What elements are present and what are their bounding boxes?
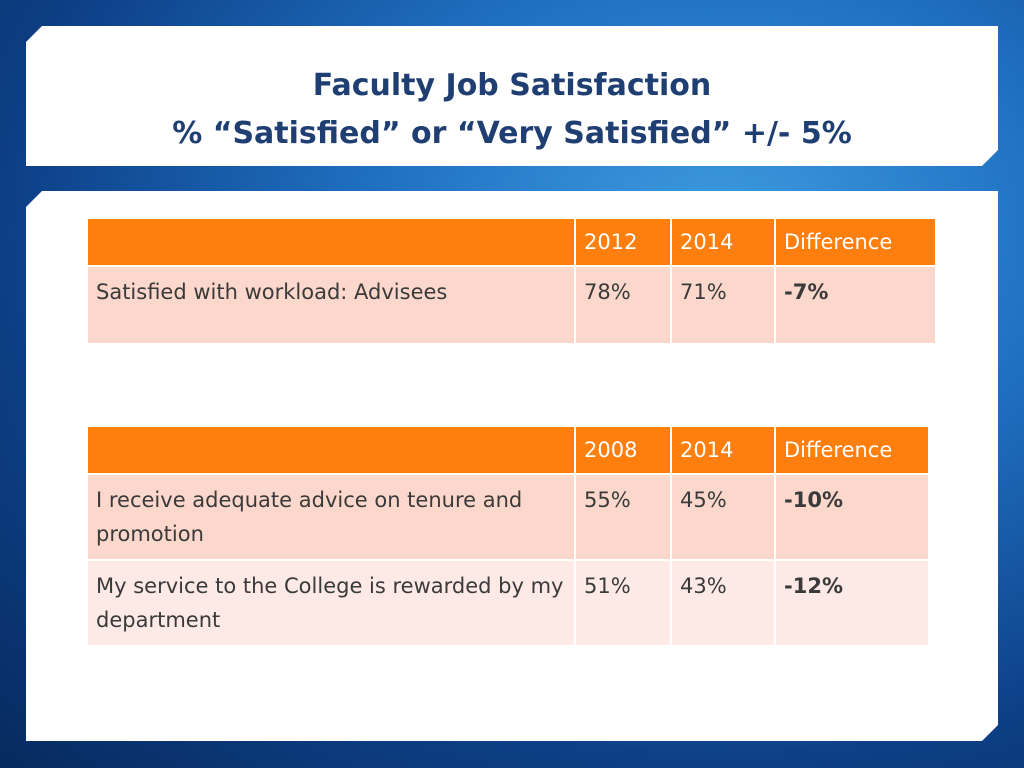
row-difference-cell: -12% [774,559,930,647]
header-cell-year-1: 2008 [574,425,672,475]
row-year-1-cell: 51% [574,559,672,647]
row-label-cell: My service to the College is rewarded by… [86,559,576,647]
row-year-2-cell: 45% [670,473,776,561]
table-row: My service to the College is rewarded by… [86,559,930,647]
satisfaction-table-2008-2014: 2008 2014 Difference I receive adequate … [86,425,930,647]
header-cell-difference: Difference [774,217,937,267]
table-row: I receive adequate advice on tenure and … [86,473,930,561]
row-difference-cell: -10% [774,473,930,561]
row-year-1-cell: 78% [574,265,672,345]
table-header-row: 2012 2014 Difference [86,217,937,267]
header-cell-blank [86,425,576,475]
header-cell-blank [86,217,576,267]
row-difference-cell: -7% [774,265,937,345]
header-cell-difference: Difference [774,425,930,475]
header-cell-year-1: 2012 [574,217,672,267]
table-header-row: 2008 2014 Difference [86,425,930,475]
title-panel: Faculty Job Satisfaction % “Satisfied” o… [26,26,998,166]
row-label-cell: I receive adequate advice on tenure and … [86,473,576,561]
row-year-1-cell: 55% [574,473,672,561]
row-year-2-cell: 43% [670,559,776,647]
title-line-1: Faculty Job Satisfaction [312,68,712,103]
slide-title: Faculty Job Satisfaction % “Satisfied” o… [26,62,998,158]
header-cell-year-2: 2014 [670,425,776,475]
satisfaction-table-2012-2014: 2012 2014 Difference Satisfied with work… [86,217,937,345]
row-year-2-cell: 71% [670,265,776,345]
title-line-2: % “Satisfied” or “Very Satisfied” +/- 5% [172,116,852,151]
row-label-cell: Satisfied with workload: Advisees [86,265,576,345]
table-row: Satisfied with workload: Advisees 78% 71… [86,265,937,345]
header-cell-year-2: 2014 [670,217,776,267]
